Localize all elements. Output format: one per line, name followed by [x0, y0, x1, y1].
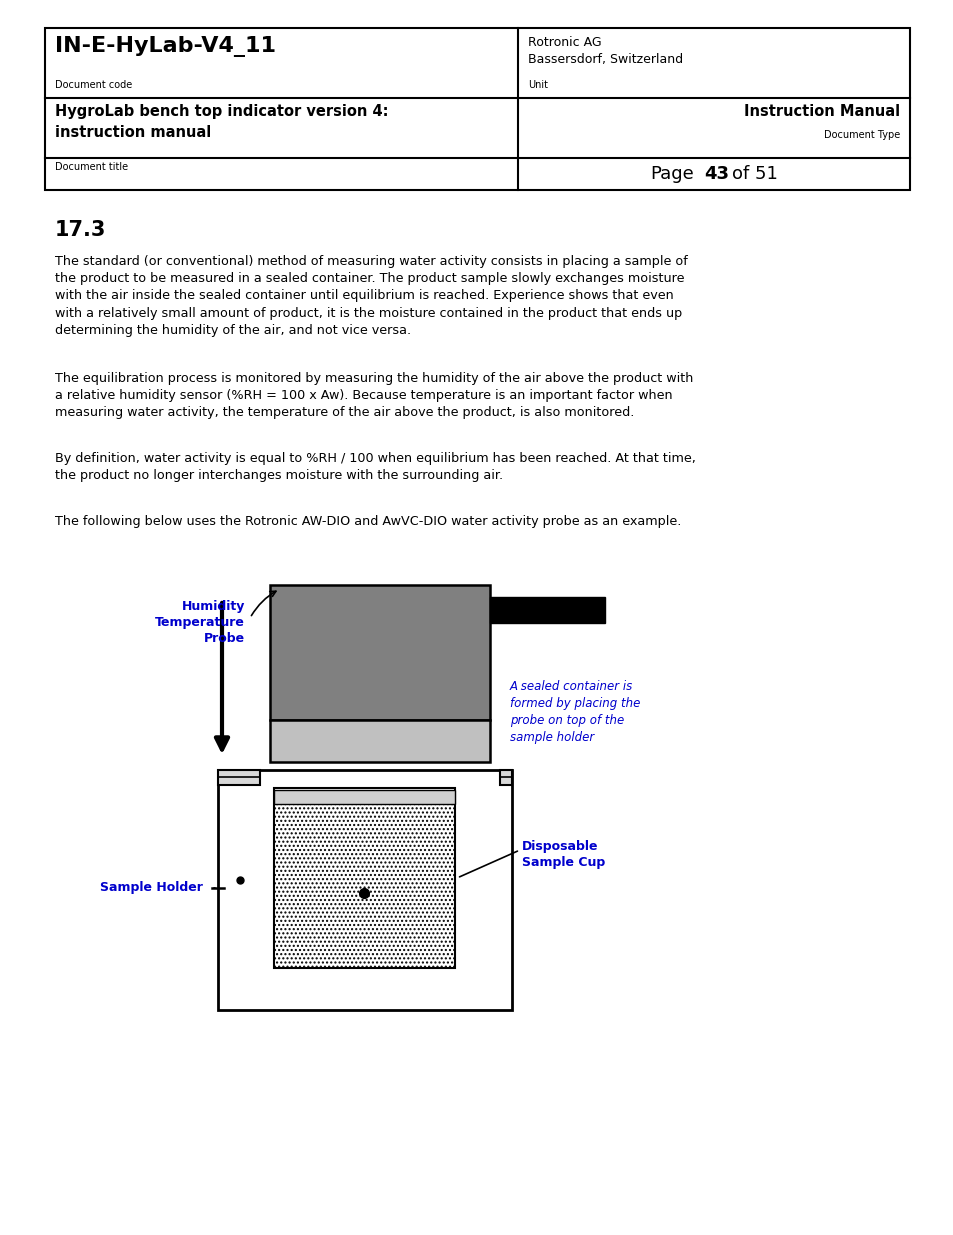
Text: Sample Holder: Sample Holder [100, 882, 203, 894]
Text: 43: 43 [703, 165, 728, 183]
Bar [499, 769, 512, 785]
Bar [270, 585, 490, 720]
Bar [274, 788, 455, 968]
Text: 17.3: 17.3 [55, 220, 107, 240]
Text: A sealed container is
formed by placing the
probe on top of the
sample holder: A sealed container is formed by placing … [510, 680, 639, 743]
Text: Page: Page [650, 165, 693, 183]
Text: Disposable
Sample Cup: Disposable Sample Cup [521, 840, 604, 869]
Text: By definition, water activity is equal to %RH / 100 when equilibrium has been re: By definition, water activity is equal t… [55, 452, 695, 482]
Bar [218, 769, 512, 1010]
Text: Unit: Unit [527, 80, 547, 90]
Text: Rotronic AG
Bassersdorf, Switzerland: Rotronic AG Bassersdorf, Switzerland [527, 36, 682, 65]
Text: The following below uses the Rotronic AW-DIO and AwVC-DIO water activity probe a: The following below uses the Rotronic AW… [55, 515, 680, 529]
Bar [274, 790, 455, 804]
Bar [490, 597, 604, 622]
Text: Document code: Document code [55, 80, 132, 90]
Text: Document Type: Document Type [822, 130, 899, 140]
Text: HygroLab bench top indicator version 4:
instruction manual: HygroLab bench top indicator version 4: … [55, 104, 388, 140]
Text: Instruction Manual: Instruction Manual [743, 104, 899, 119]
Text: The standard (or conventional) method of measuring water activity consists in pl: The standard (or conventional) method of… [55, 254, 687, 337]
Text: of 51: of 51 [731, 165, 777, 183]
Text: Document title: Document title [55, 162, 128, 172]
Bar [45, 28, 909, 190]
Bar [218, 769, 260, 785]
Text: IN-E-HyLab-V4_11: IN-E-HyLab-V4_11 [55, 36, 275, 57]
Bar [270, 720, 490, 762]
Text: The equilibration process is monitored by measuring the humidity of the air abov: The equilibration process is monitored b… [55, 372, 693, 420]
Text: Humidity
Temperature
Probe: Humidity Temperature Probe [155, 600, 245, 645]
